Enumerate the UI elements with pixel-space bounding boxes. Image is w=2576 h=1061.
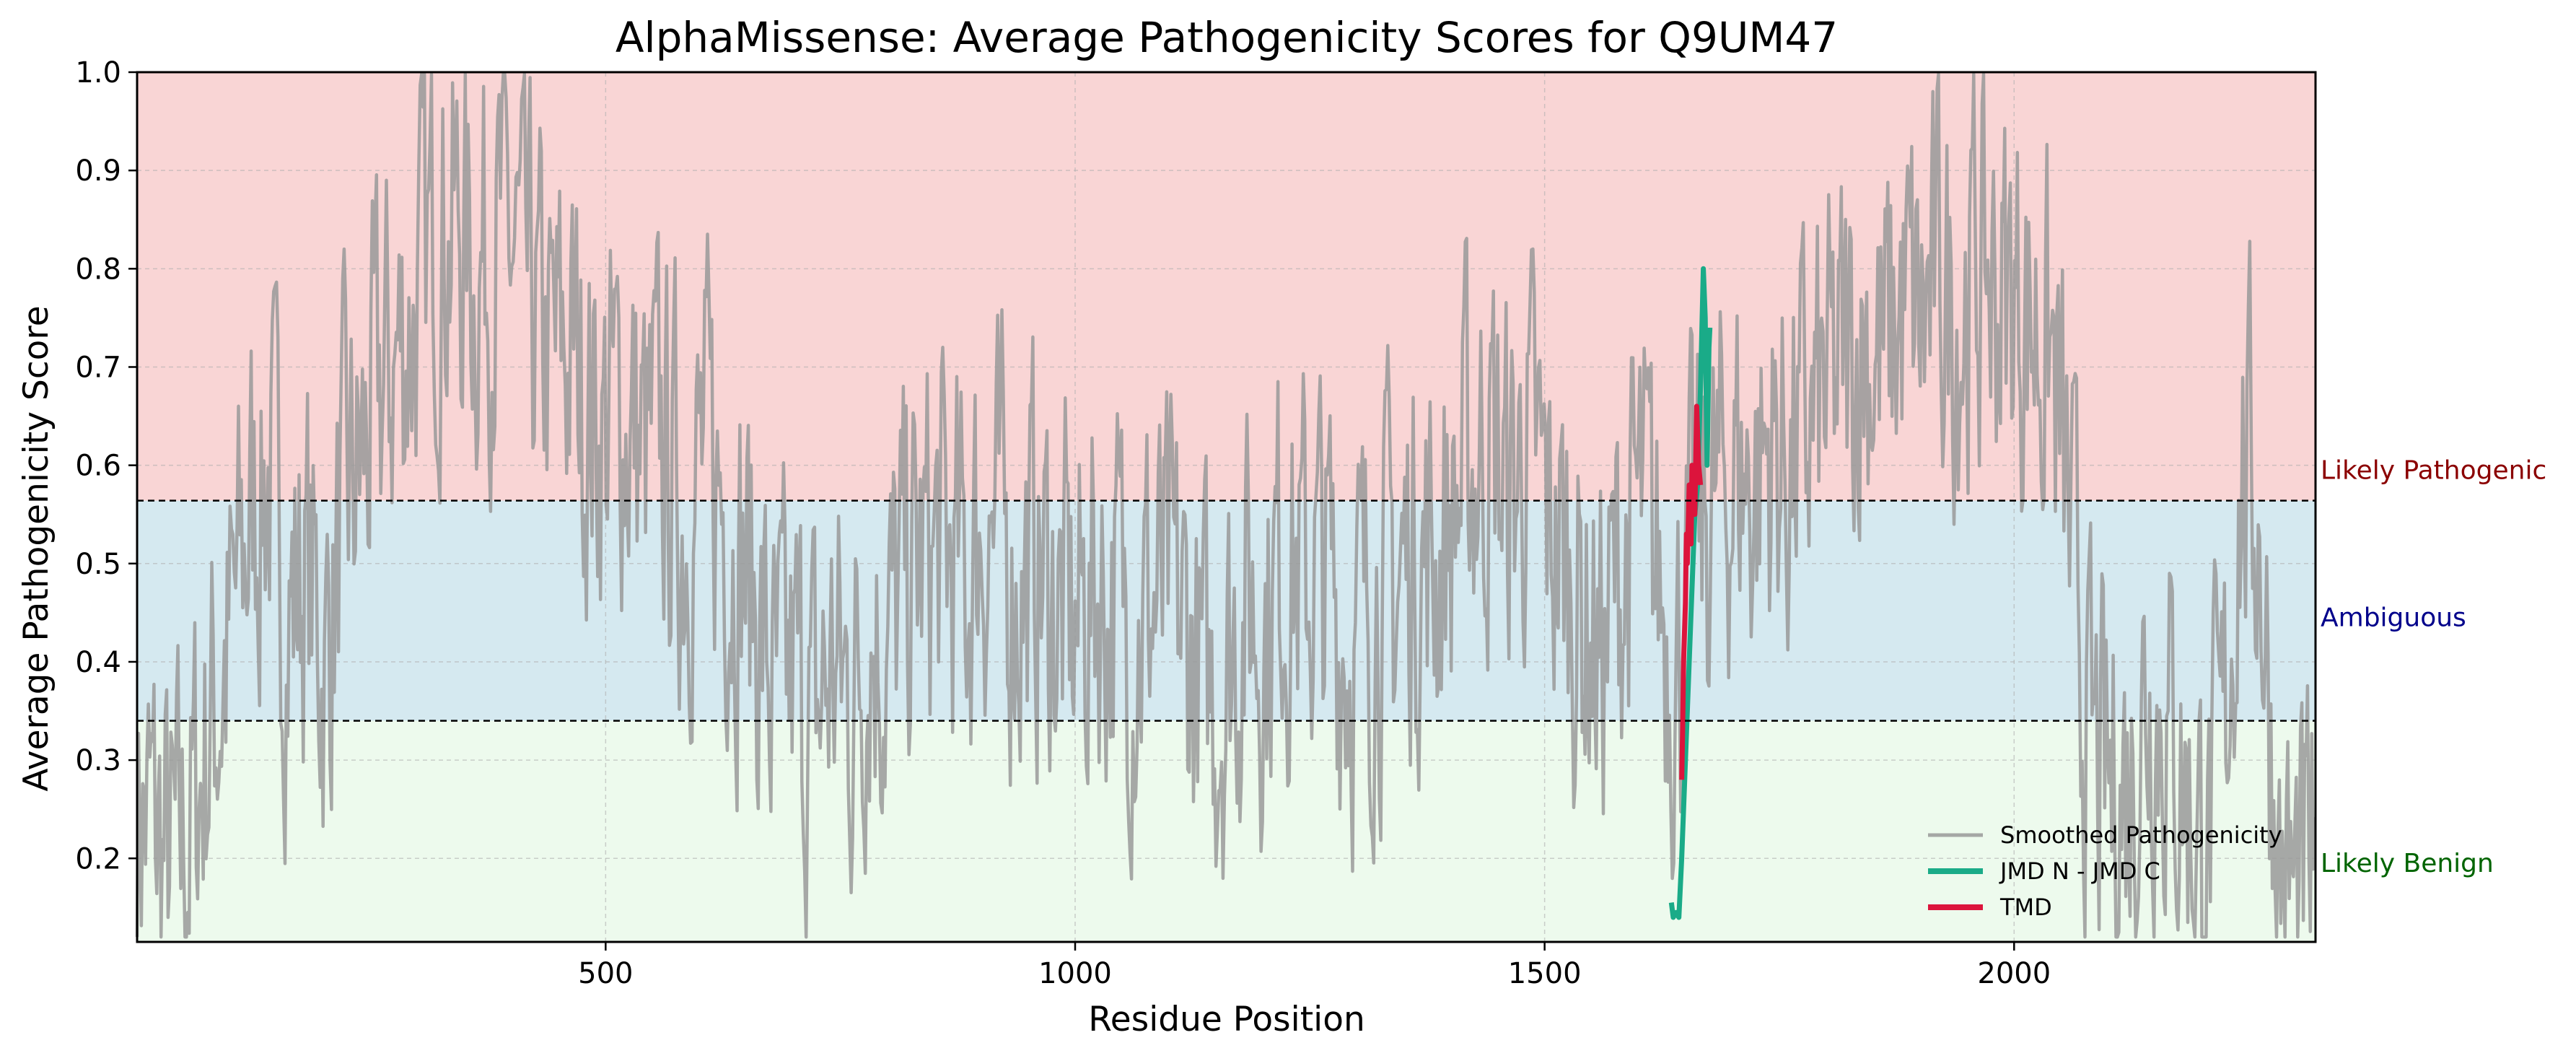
x-axis-label: Residue Position	[1088, 1000, 1364, 1039]
plot-area: 500 1000 1500 2000 0.2 0.3 0.4 0.5 0.6 0.7 0.8 0.9 1…	[75, 56, 2546, 990]
y-tick-label-0: 0.2	[75, 842, 121, 876]
region-label-2: Likely Benign	[2321, 849, 2494, 878]
y-tick-label-4: 0.6	[75, 450, 121, 483]
x-tick-label-3: 2000	[1977, 957, 2051, 990]
legend-label-2: TMD	[1999, 894, 2052, 921]
y-tick-label-3: 0.5	[75, 548, 121, 581]
y-tick-label-8: 1.0	[75, 56, 121, 89]
x-tick-label-1: 1000	[1038, 957, 1112, 990]
y-tick-label-1: 0.3	[75, 744, 121, 777]
legend-label-0: Smoothed Pathogenicity	[2000, 821, 2282, 849]
region-label-0: Likely Pathogenic	[2321, 455, 2546, 485]
y-axis-label: Average Pathogenicity Score	[17, 305, 56, 791]
y-tick-label-2: 0.4	[75, 646, 121, 679]
chart-title: AlphaMissense: Average Pathogenicity Sco…	[615, 13, 1838, 62]
region-label-1: Ambiguous	[2321, 603, 2466, 633]
y-tick-label-7: 0.9	[75, 154, 121, 188]
series-line-smoothed-pathogenicity	[135, 72, 2316, 939]
y-tick-label-5: 0.7	[75, 351, 121, 384]
axes-frame	[136, 71, 2317, 943]
legend-label-1: JMD N - JMD C	[1999, 857, 2160, 885]
x-tick-label-2: 1500	[1508, 957, 1582, 990]
y-tick-label-6: 0.8	[75, 253, 121, 286]
x-tick-label-0: 500	[578, 957, 633, 990]
series-line-tmd	[1679, 403, 1704, 780]
